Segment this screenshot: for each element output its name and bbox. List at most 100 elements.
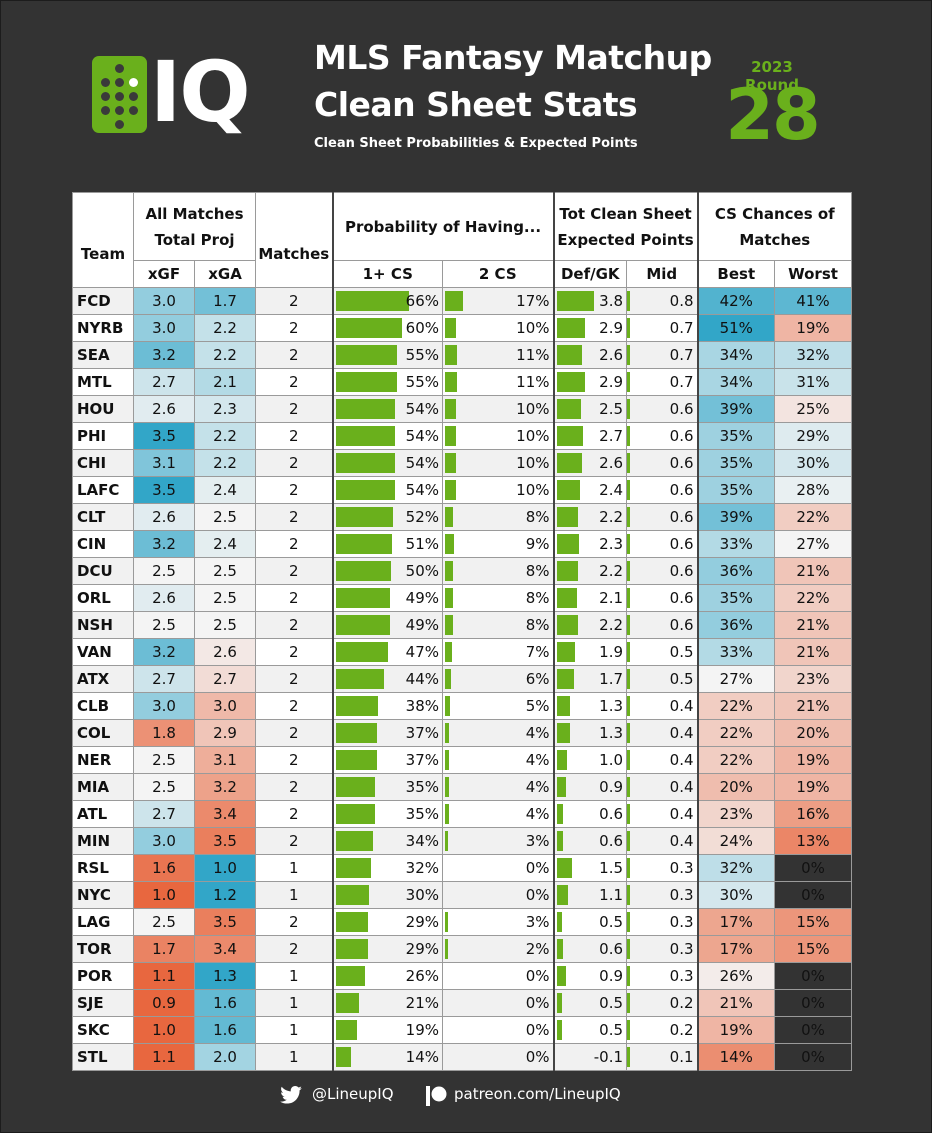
cell-xga: 1.6 <box>193 989 257 1017</box>
bar-fill <box>335 804 375 824</box>
cell-worst: 27% <box>774 530 853 558</box>
twitter-bird-icon[interactable] <box>280 1086 302 1104</box>
cell-xga: 2.2 <box>193 449 257 477</box>
cell-team: NYRB <box>72 314 134 342</box>
table-row: MTL 2.7 2.1 2 55% 11% 2.9 0.7 34% 31% <box>72 368 853 396</box>
cell-p1: 37% <box>331 719 444 747</box>
table-row: LAFC 3.5 2.4 2 54% 10% 2.4 0.6 35% 28% <box>72 476 853 504</box>
cell-p1: 21% <box>331 989 444 1017</box>
cell-value: 34% <box>405 831 440 850</box>
cell-xgf: 2.7 <box>133 368 195 396</box>
cell-xga: 3.2 <box>193 773 257 801</box>
cell-worst: 0% <box>774 881 853 909</box>
cell-worst: 0% <box>774 989 853 1017</box>
cell-team: SEA <box>72 341 134 369</box>
cell-worst: 20% <box>774 719 853 747</box>
cell-team: ORL <box>72 584 134 612</box>
header-all-matches-line1: All Matches <box>145 204 244 223</box>
patreon-icon[interactable] <box>425 1085 447 1107</box>
bar-fill <box>445 588 454 608</box>
table-row: CLT 2.6 2.5 2 52% 8% 2.2 0.6 39% 22% <box>72 503 853 531</box>
table-row: VAN 3.2 2.6 2 47% 7% 1.9 0.5 33% 21% <box>72 638 853 666</box>
cell-value: 8% <box>525 561 550 580</box>
cell-matches: 2 <box>255 341 334 369</box>
cell-team: POR <box>72 962 134 990</box>
cell-xga: 2.2 <box>193 341 257 369</box>
clean-sheet-table: Team All Matches Total Proj Matches Prob… <box>72 191 853 1071</box>
cell-p1: 37% <box>331 746 444 774</box>
bar-fill <box>627 912 631 932</box>
cell-value: 0.6 <box>599 804 624 823</box>
cell-defgk: 3.8 <box>552 287 628 315</box>
cell-value: 37% <box>405 723 440 742</box>
cell-p2: 8% <box>442 611 555 639</box>
bar-fill <box>335 318 402 338</box>
cell-mid: 0.3 <box>626 962 699 990</box>
table-row: NSH 2.5 2.5 2 49% 8% 2.2 0.6 36% 21% <box>72 611 853 639</box>
bar-fill <box>627 534 631 554</box>
cell-value: 10% <box>516 426 550 445</box>
bar-fill <box>445 291 464 311</box>
cell-p1: 52% <box>331 503 444 531</box>
twitter-handle[interactable]: @LineupIQ <box>312 1085 394 1103</box>
cell-matches: 2 <box>255 827 334 855</box>
bar-fill <box>627 993 631 1013</box>
cell-mid: 0.3 <box>626 908 699 936</box>
patreon-link[interactable]: patreon.com/LineupIQ <box>454 1085 621 1103</box>
cell-xgf: 2.6 <box>133 503 195 531</box>
cell-defgk: 2.6 <box>552 341 628 369</box>
cell-mid: 0.3 <box>626 935 699 963</box>
cell-best: 22% <box>696 746 776 774</box>
bar-fill <box>335 372 397 392</box>
cell-defgk: -0.1 <box>552 1043 628 1071</box>
cell-p1: 35% <box>331 773 444 801</box>
bar-fill <box>556 804 563 824</box>
cell-best: 22% <box>696 719 776 747</box>
cell-worst: 21% <box>774 692 853 720</box>
cell-value: 0% <box>525 885 550 904</box>
cell-value: 2.2 <box>599 561 624 580</box>
cell-defgk: 2.2 <box>552 557 628 585</box>
cell-worst: 15% <box>774 935 853 963</box>
cell-matches: 2 <box>255 665 334 693</box>
cell-value: 1.0 <box>599 750 624 769</box>
bar-fill <box>556 453 582 473</box>
cell-value: 0.6 <box>669 507 694 526</box>
bar-fill <box>335 723 377 743</box>
cell-p2: 3% <box>442 827 555 855</box>
cell-value: 26% <box>405 966 440 985</box>
cell-value: 0.8 <box>669 291 694 310</box>
cell-matches: 2 <box>255 314 334 342</box>
cell-best: 17% <box>696 908 776 936</box>
cell-best: 34% <box>696 368 776 396</box>
bar-fill <box>556 777 566 797</box>
bar-fill <box>335 453 395 473</box>
cell-team: LAG <box>72 908 134 936</box>
cell-value: 1.9 <box>599 642 624 661</box>
cell-value: 0.5 <box>669 669 694 688</box>
cell-team: CLB <box>72 692 134 720</box>
bar-fill <box>335 1020 357 1040</box>
bar-fill <box>335 777 375 797</box>
cell-value: 0.4 <box>669 804 694 823</box>
cell-matches: 2 <box>255 287 334 315</box>
cell-value: 0.6 <box>669 615 694 634</box>
bar-fill <box>445 534 455 554</box>
cell-p1: 55% <box>331 368 444 396</box>
bar-fill <box>445 480 457 500</box>
cell-xgf: 3.5 <box>133 422 195 450</box>
cell-team: HOU <box>72 395 134 423</box>
cell-xga: 1.0 <box>193 854 257 882</box>
header-def-gk: Def/GK <box>552 260 628 288</box>
cell-defgk: 1.3 <box>552 692 628 720</box>
cell-xgf: 3.5 <box>133 476 195 504</box>
cell-mid: 0.6 <box>626 422 699 450</box>
table-row: SEA 3.2 2.2 2 55% 11% 2.6 0.7 34% 32% <box>72 341 853 369</box>
cell-value: 0.9 <box>599 966 624 985</box>
cell-p1: 32% <box>331 854 444 882</box>
cell-value: 5% <box>525 696 550 715</box>
cell-value: 10% <box>516 480 550 499</box>
cell-p2: 8% <box>442 503 555 531</box>
cell-p2: 8% <box>442 557 555 585</box>
cell-defgk: 0.9 <box>552 773 628 801</box>
